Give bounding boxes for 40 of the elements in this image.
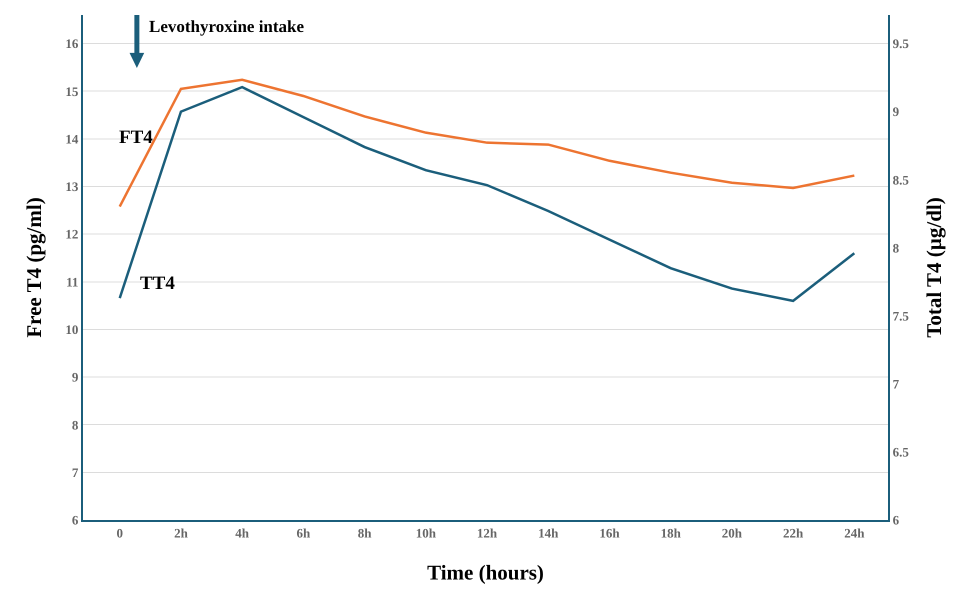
y-tick-label: 12 — [65, 226, 78, 242]
x-tick-label: 16h — [599, 526, 620, 541]
x-tick-label: 4h — [235, 526, 250, 541]
y-tick-label: 10 — [65, 322, 78, 337]
annotation: Levothyroxine intake — [149, 17, 305, 36]
x-tick-label: 10h — [416, 526, 437, 541]
y-axis-title: Free T4 (pg/ml) — [22, 197, 46, 338]
x-axis-title: Time (hours) — [427, 560, 544, 584]
y2-tick-label: 9 — [892, 104, 900, 120]
y2-tick-label: 8 — [892, 240, 900, 256]
line-series — [118, 86, 856, 302]
series-label: FT4 — [119, 127, 154, 148]
x-tick-label: 22h — [782, 526, 804, 541]
y2-tick-label: 8.5 — [892, 172, 910, 188]
y-tick-label: 8 — [72, 417, 79, 432]
y2-tick-label: 7.5 — [892, 308, 910, 324]
y-tick-label: 14 — [65, 131, 79, 146]
x-tick-label: 12h — [476, 526, 498, 541]
y-tick-label: 13 — [65, 179, 79, 194]
series-label: TT4 — [140, 273, 176, 294]
y2-tick-label: 7 — [892, 376, 900, 392]
x-tick-label: 2h — [174, 526, 189, 541]
y-tick-label: 15 — [65, 84, 79, 99]
y-tick-label: 9 — [72, 370, 79, 385]
x-tick-label: 18h — [660, 526, 682, 541]
y-tick-label: 16 — [65, 36, 79, 52]
y2-tick-label: 6.5 — [892, 444, 910, 460]
x-tick-label: 8h — [358, 526, 372, 541]
x-tick-label: 14h — [538, 526, 560, 541]
line-series — [118, 78, 856, 208]
x-tick-label: 0 — [116, 526, 123, 541]
y-tick-label: 6 — [72, 512, 79, 528]
y2-tick-label: 9.5 — [892, 36, 910, 52]
x-tick-label: 6h — [296, 526, 312, 541]
x-tick-label: 24h — [844, 526, 866, 541]
y-tick-label: 7 — [72, 464, 79, 480]
y2-axis-title: Total T4 (µg/dl) — [922, 197, 946, 338]
y2-tick-label: 6 — [892, 512, 900, 528]
x-tick-label: 20h — [722, 526, 743, 541]
y-tick-label: 11 — [66, 274, 78, 290]
